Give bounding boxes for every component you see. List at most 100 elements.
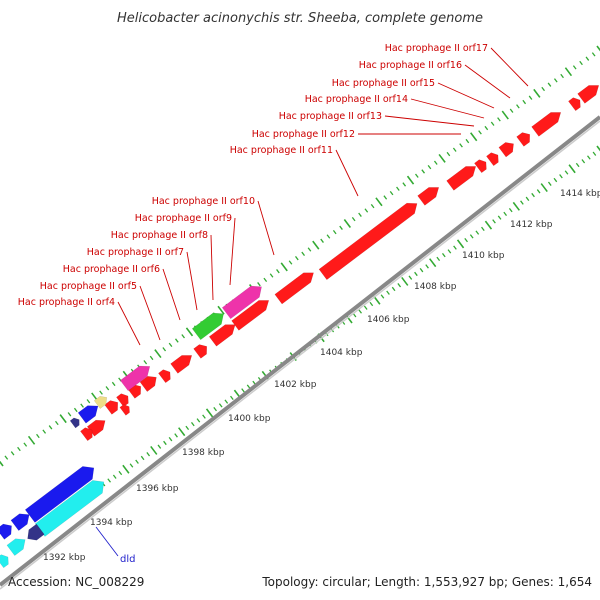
outer-tick: [185, 327, 194, 337]
orf-leader: [210, 234, 214, 301]
blue-feature: [10, 513, 30, 531]
orf-leader: [162, 268, 181, 321]
red-feature: [498, 142, 514, 158]
red-feature: [486, 152, 499, 167]
inner-tick: [386, 290, 390, 295]
outer-tick: [307, 247, 312, 252]
feature-track: [0, 85, 600, 569]
inner-tick: [150, 445, 158, 455]
outer-tick: [154, 349, 162, 359]
outer-tick: [339, 225, 343, 230]
outer-tick: [257, 282, 261, 287]
orf-leader: [464, 64, 511, 99]
outer-tick: [301, 251, 306, 256]
outer-tick: [294, 256, 299, 261]
inner-tick: [205, 408, 214, 418]
red-feature: [119, 404, 130, 416]
outer-tick: [465, 138, 470, 144]
inner-tick: [358, 309, 362, 314]
outer-tick: [54, 420, 59, 426]
outer-tick: [478, 130, 482, 135]
inner-tick: [568, 164, 576, 174]
outer-tick: [370, 203, 375, 209]
inner-tick: [508, 207, 513, 213]
orf-leader: [410, 98, 485, 119]
inner-tick: [441, 253, 446, 258]
orf-leader: [335, 149, 359, 197]
inner-tick: [185, 425, 190, 431]
outer-tick: [375, 197, 383, 207]
outer-tick: [42, 429, 47, 434]
scale-tick-label: 1402 kbp: [274, 380, 317, 390]
outer-tick: [427, 164, 432, 170]
inner-tick: [391, 286, 396, 292]
outer-tick: [396, 186, 400, 191]
red-feature: [474, 159, 487, 174]
inner-tick: [129, 463, 134, 468]
inner-tick: [447, 249, 452, 254]
outer-tick: [553, 78, 558, 83]
outer-tick: [17, 446, 21, 452]
outer-tick: [351, 216, 356, 222]
inner-tick: [564, 170, 569, 175]
outer-tick: [509, 108, 514, 113]
outer-tick: [484, 125, 489, 131]
inner-tick: [213, 406, 217, 412]
inner-tick: [397, 283, 402, 288]
orf-leader: [117, 301, 141, 346]
inner-tick: [163, 440, 167, 446]
inner-tick: [122, 464, 130, 474]
cyan-feature: [0, 554, 9, 569]
outer-tick: [67, 412, 72, 417]
orf-label: Hac prophage II orf17: [385, 43, 488, 54]
orf-label: Hac prophage II orf16: [359, 60, 462, 71]
blue-feature: [24, 466, 95, 523]
inner-tick: [352, 313, 357, 318]
scale-tick-label: 1398 kbp: [182, 448, 225, 458]
red-feature: [318, 202, 418, 281]
outer-tick: [364, 208, 369, 213]
inner-tick: [174, 433, 178, 438]
inner-tick: [520, 200, 524, 205]
inner-tick: [118, 470, 123, 476]
outer-tick: [579, 60, 583, 66]
orf-label: Hac prophage II orf12: [252, 129, 355, 140]
red-feature: [80, 427, 93, 442]
inner-tick: [230, 395, 234, 401]
outer-tick: [446, 151, 451, 157]
outer-tick: [332, 229, 337, 235]
inner-tick: [135, 459, 139, 464]
outer-tick: [269, 273, 274, 278]
scale-tick-label: 1408 kbp: [414, 282, 457, 292]
outer-tick: [59, 414, 67, 424]
navy-feature: [27, 523, 45, 541]
scale-tick-label: 1400 kbp: [228, 414, 271, 424]
orf-label: Hac prophage II orf15: [332, 78, 435, 89]
outer-tick: [547, 82, 552, 87]
outer-tick: [312, 240, 320, 250]
inner-tick: [178, 427, 186, 437]
inner-tick: [469, 234, 474, 239]
inner-tick: [112, 474, 117, 479]
red-feature: [158, 369, 171, 384]
outer-tick: [326, 234, 331, 239]
outer-tick: [421, 169, 426, 174]
outer-tick: [36, 433, 40, 439]
map-title: Helicobacter acinonychis str. Sheeba, co…: [117, 11, 483, 26]
inner-tick: [553, 177, 558, 183]
inner-tick: [107, 478, 111, 483]
inner-tick: [536, 189, 541, 194]
inner-tick: [497, 215, 502, 220]
inner-tick: [419, 268, 424, 273]
scale-tick-label: 1394 kbp: [90, 518, 133, 528]
inner-tick: [369, 301, 374, 307]
outer-tick: [343, 218, 352, 228]
outer-tick: [280, 262, 288, 272]
outer-tick: [452, 147, 457, 152]
inner-tick: [196, 418, 201, 423]
orf-label: Hac prophage II orf13: [279, 111, 382, 122]
scale-tick-label: 1406 kbp: [367, 315, 410, 325]
red-feature: [231, 300, 270, 331]
outer-tick: [143, 360, 148, 365]
inner-tick: [146, 452, 151, 457]
